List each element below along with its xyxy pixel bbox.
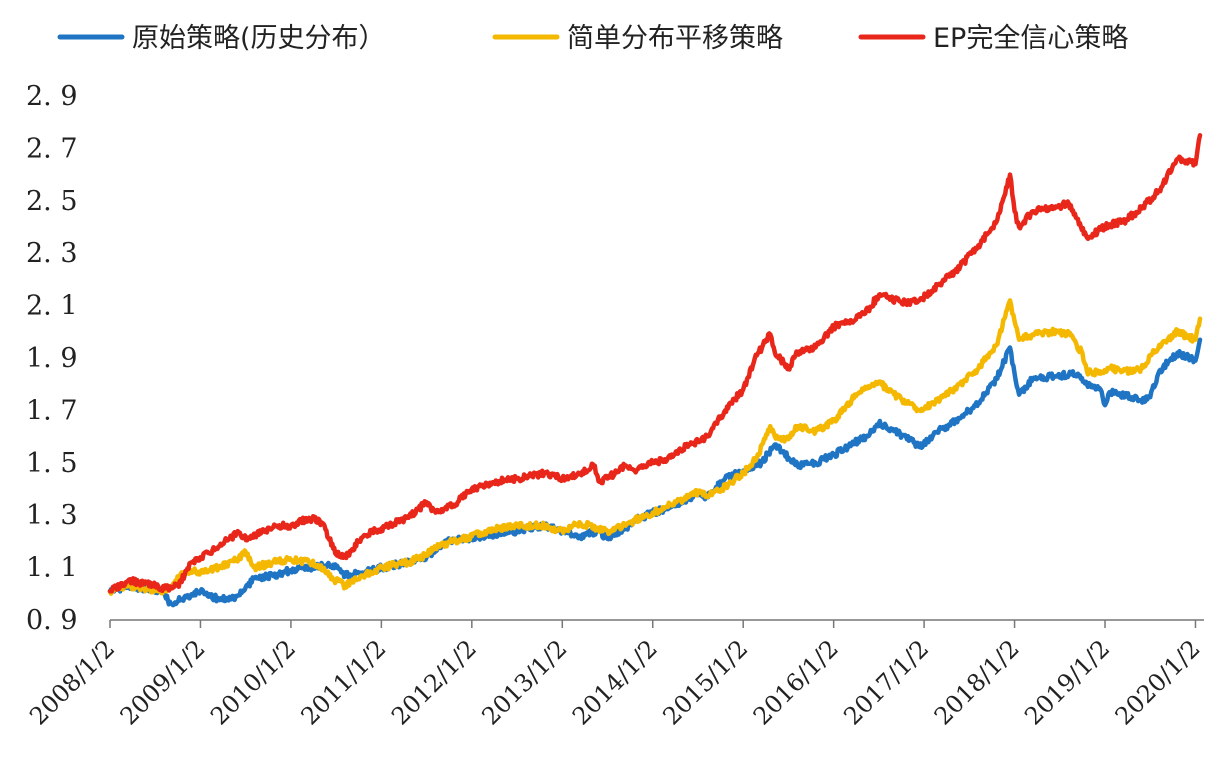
series-line-ep [107, 133, 1203, 594]
y-tick-label: 1. 1 [26, 553, 78, 584]
x-tick-label: 2013/1/2 [477, 634, 573, 730]
series-line-shift [107, 298, 1203, 596]
y-tick-label: 2. 1 [26, 291, 78, 322]
x-tick-label: 2017/1/2 [838, 634, 934, 730]
y-tick-label: 1. 9 [26, 343, 78, 374]
y-axis: 0. 9 1. 1 1. 3 1. 5 1. 7 1. 9 2. 1 2. 3 2. 5 2. 7… [26, 81, 78, 636]
x-tick-label: 2009/1/2 [115, 634, 211, 730]
y-tick-label: 0. 9 [26, 605, 78, 636]
x-tick-label: 2016/1/2 [748, 634, 844, 730]
series-lines [107, 133, 1203, 608]
y-tick-label: 2. 9 [26, 81, 78, 112]
x-tick-label: 2015/1/2 [657, 634, 753, 730]
y-tick-label: 1. 5 [26, 448, 78, 479]
y-tick-label: 2. 3 [26, 238, 78, 269]
x-tick-label: 2019/1/2 [1019, 634, 1115, 730]
x-tick-label: 2012/1/2 [386, 634, 482, 730]
legend-label: 简单分布平移策略 [567, 23, 783, 54]
y-tick-label: 1. 3 [26, 500, 78, 531]
legend: 原始策略(历史分布） 简单分布平移策略 EP完全信心策略 [57, 23, 1128, 54]
y-tick-label: 2. 7 [26, 133, 78, 164]
x-tick-label: 2008/1/2 [24, 634, 120, 730]
y-tick-label: 2. 5 [26, 186, 78, 217]
x-tick-label: 2014/1/2 [567, 634, 663, 730]
x-tick-label: 2011/1/2 [296, 634, 392, 730]
legend-label: EP完全信心策略 [933, 23, 1128, 54]
x-axis: 2008/1/22009/1/22010/1/22011/1/22012/1/2… [24, 619, 1206, 730]
x-tick-label: 2018/1/2 [929, 634, 1025, 730]
y-tick-label: 1. 7 [26, 395, 78, 426]
series-line-original [107, 337, 1203, 608]
x-tick-label: 2010/1/2 [205, 634, 301, 730]
legend-label: 原始策略(历史分布） [132, 23, 386, 54]
x-tick-label: 2020/1/2 [1110, 634, 1206, 730]
